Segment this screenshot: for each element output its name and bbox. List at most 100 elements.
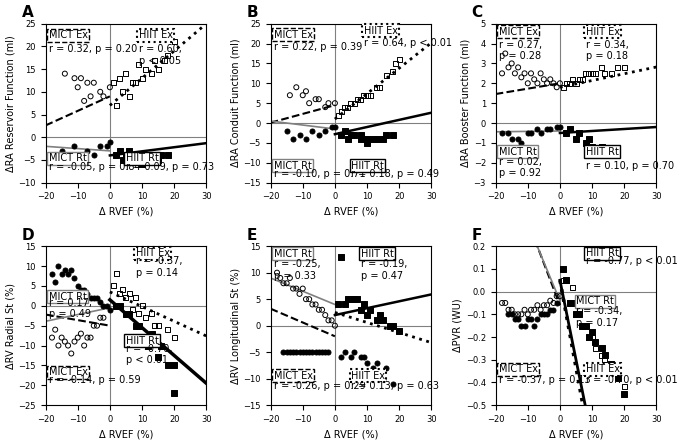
Text: r = -0.37, p = 0.13: r = -0.37, p = 0.13 <box>499 375 590 384</box>
Point <box>342 104 353 111</box>
Point <box>394 56 405 63</box>
Point <box>101 143 112 150</box>
Point <box>358 301 369 308</box>
Text: MICT Ex: MICT Ex <box>49 31 88 40</box>
Point <box>349 131 360 138</box>
Point <box>281 348 292 356</box>
Text: r = -0.25,
p = 0.33: r = -0.25, p = 0.33 <box>274 259 321 281</box>
Point <box>72 334 83 341</box>
Point <box>510 311 521 318</box>
Text: r = 0.17,
p = 0.49: r = 0.17, p = 0.49 <box>49 298 92 320</box>
Point <box>159 57 170 64</box>
Point <box>561 277 572 284</box>
Point <box>558 277 569 284</box>
Point <box>127 306 138 313</box>
Point <box>564 125 575 133</box>
Point <box>345 131 356 138</box>
Point <box>500 50 511 57</box>
Point <box>114 147 125 154</box>
Text: MICT Rt: MICT Rt <box>49 153 86 163</box>
Point <box>584 135 595 142</box>
Text: HIIT Ex: HIIT Ex <box>586 364 620 374</box>
Point <box>529 322 540 329</box>
Point <box>606 149 617 156</box>
Text: MICT Ex: MICT Ex <box>274 30 313 40</box>
Point <box>387 68 398 75</box>
Text: r = 0.64, p < 0.01: r = 0.64, p < 0.01 <box>364 37 452 48</box>
Point <box>612 374 623 381</box>
Point <box>313 306 324 313</box>
Text: r = -0.77, p < 0.01: r = -0.77, p < 0.01 <box>586 256 677 267</box>
Point <box>98 302 109 309</box>
Point <box>506 135 517 142</box>
Point <box>606 70 617 77</box>
Point <box>345 100 356 107</box>
Y-axis label: ΔRV Radial St (%): ΔRV Radial St (%) <box>5 283 16 368</box>
Text: A: A <box>21 5 33 20</box>
Point <box>590 345 601 352</box>
Point <box>586 70 597 77</box>
Point <box>519 70 530 77</box>
Point <box>567 299 578 307</box>
Point <box>571 311 582 318</box>
Point <box>85 334 96 341</box>
Point <box>291 348 302 356</box>
Point <box>288 348 299 356</box>
Point <box>117 156 128 163</box>
Point <box>104 138 115 146</box>
Text: r = 0.09, p = 0.73: r = 0.09, p = 0.73 <box>126 162 214 172</box>
Point <box>111 302 122 309</box>
Point <box>134 61 145 68</box>
Point <box>580 70 591 77</box>
Point <box>95 298 105 305</box>
Point <box>136 75 147 82</box>
Point <box>114 302 125 309</box>
Point <box>538 302 549 309</box>
Point <box>297 348 308 356</box>
Point <box>121 70 132 77</box>
Y-axis label: ΔRA Reservoir Function (ml): ΔRA Reservoir Function (ml) <box>5 35 16 171</box>
Point <box>355 131 366 138</box>
X-axis label: Δ RVEF (%): Δ RVEF (%) <box>99 429 153 440</box>
Point <box>69 338 80 345</box>
Point <box>111 102 122 109</box>
Point <box>169 390 179 397</box>
Text: MICT Ex: MICT Ex <box>499 27 538 36</box>
Point <box>516 139 527 146</box>
Point <box>156 152 167 159</box>
Point <box>307 127 318 134</box>
Point <box>545 125 556 133</box>
Point <box>355 354 366 361</box>
Point <box>307 301 318 308</box>
Point <box>121 152 132 159</box>
Text: r = -0.37,
p = 0.14: r = -0.37, p = 0.14 <box>136 256 182 278</box>
Point <box>503 129 514 137</box>
Point <box>303 348 314 356</box>
Point <box>497 70 508 77</box>
Point <box>130 156 141 163</box>
Point <box>339 348 350 356</box>
Point <box>538 311 549 318</box>
Point <box>310 96 321 103</box>
Point <box>577 322 588 329</box>
Point <box>162 362 173 369</box>
Point <box>291 84 302 91</box>
Point <box>612 64 623 71</box>
Point <box>271 269 282 276</box>
Point <box>352 295 363 303</box>
Point <box>146 70 157 77</box>
Point <box>548 299 559 307</box>
Point <box>79 97 90 105</box>
Point <box>85 93 96 100</box>
Text: HIIT Ex: HIIT Ex <box>139 31 173 40</box>
Point <box>95 314 105 321</box>
Point <box>574 129 585 137</box>
Point <box>503 311 514 318</box>
Point <box>140 314 151 321</box>
Point <box>362 312 373 319</box>
Point <box>294 131 305 138</box>
Point <box>134 322 145 329</box>
Point <box>72 283 83 290</box>
X-axis label: Δ RVEF (%): Δ RVEF (%) <box>324 429 378 440</box>
Point <box>603 149 614 156</box>
